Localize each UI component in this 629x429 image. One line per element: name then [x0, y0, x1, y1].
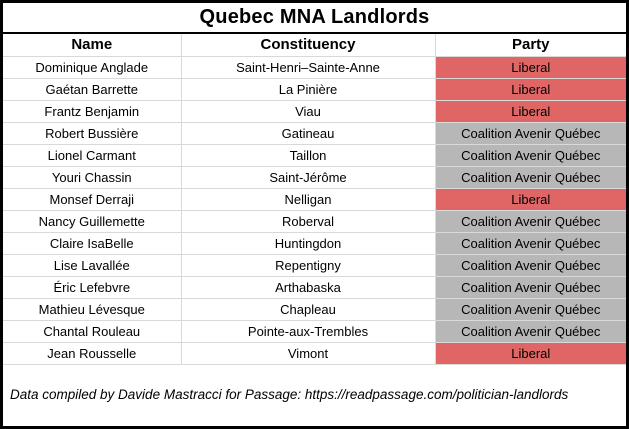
- cell-name: Monsef Derraji: [3, 187, 182, 211]
- table-row: Mathieu Lévesque Chapleau Coalition Aven…: [3, 297, 626, 321]
- table-row: Monsef Derraji Nelligan Liberal: [3, 187, 626, 211]
- column-header-constituency: Constituency: [180, 34, 436, 57]
- table-row: Lionel Carmant Taillon Coalition Avenir …: [3, 143, 626, 167]
- cell-name: Chantal Rouleau: [3, 319, 182, 343]
- cell-party: Liberal: [434, 341, 626, 365]
- cell-constituency: Pointe-aux-Trembles: [180, 319, 436, 343]
- cell-name: Gaétan Barrette: [3, 77, 182, 101]
- cell-party: Coalition Avenir Québec: [434, 231, 626, 255]
- cell-constituency: Repentigny: [180, 253, 436, 277]
- table-row: Nancy Guillemette Roberval Coalition Ave…: [3, 209, 626, 233]
- cell-constituency: Roberval: [180, 209, 436, 233]
- cell-constituency: La Pinière: [180, 77, 436, 101]
- table-row: Claire IsaBelle Huntingdon Coalition Ave…: [3, 231, 626, 255]
- cell-constituency: Nelligan: [180, 187, 436, 211]
- cell-party: Coalition Avenir Québec: [434, 297, 626, 321]
- table-row: Éric Lefebvre Arthabaska Coalition Aveni…: [3, 275, 626, 299]
- header-row: Name Constituency Party: [3, 34, 626, 57]
- cell-name: Lionel Carmant: [3, 143, 182, 167]
- cell-name: Dominique Anglade: [3, 55, 182, 79]
- cell-party: Coalition Avenir Québec: [434, 121, 626, 145]
- table-row: Chantal Rouleau Pointe-aux-Trembles Coal…: [3, 319, 626, 343]
- column-header-name: Name: [3, 34, 182, 57]
- table-row: Lise Lavallée Repentigny Coalition Aveni…: [3, 253, 626, 277]
- cell-name: Lise Lavallée: [3, 253, 182, 277]
- cell-name: Mathieu Lévesque: [3, 297, 182, 321]
- cell-name: Jean Rousselle: [3, 341, 182, 365]
- cell-party: Coalition Avenir Québec: [434, 253, 626, 277]
- cell-name: Youri Chassin: [3, 165, 182, 189]
- cell-name: Nancy Guillemette: [3, 209, 182, 233]
- cell-party: Coalition Avenir Québec: [434, 275, 626, 299]
- cell-name: Éric Lefebvre: [3, 275, 182, 299]
- cell-constituency: Vimont: [180, 341, 436, 365]
- cell-party: Liberal: [434, 187, 626, 211]
- cell-constituency: Saint-Jérôme: [180, 165, 436, 189]
- cell-constituency: Huntingdon: [180, 231, 436, 255]
- cell-party: Coalition Avenir Québec: [434, 165, 626, 189]
- cell-name: Claire IsaBelle: [3, 231, 182, 255]
- cell-name: Robert Bussière: [3, 121, 182, 145]
- table-row: Youri Chassin Saint-Jérôme Coalition Ave…: [3, 165, 626, 189]
- cell-party: Liberal: [434, 99, 626, 123]
- page-title: Quebec MNA Landlords: [3, 3, 626, 34]
- table-row: Frantz Benjamin Viau Liberal: [3, 99, 626, 123]
- cell-constituency: Gatineau: [180, 121, 436, 145]
- table-row: Jean Rousselle Vimont Liberal: [3, 341, 626, 365]
- landlords-table: Name Constituency Party Dominique Anglad…: [3, 34, 626, 365]
- cell-party: Liberal: [434, 55, 626, 79]
- cell-constituency: Saint-Henri–Sainte-Anne: [180, 55, 436, 79]
- table-row: Dominique Anglade Saint-Henri–Sainte-Ann…: [3, 55, 626, 79]
- cell-party: Coalition Avenir Québec: [434, 209, 626, 233]
- cell-party: Coalition Avenir Québec: [434, 319, 626, 343]
- cell-party: Coalition Avenir Québec: [434, 143, 626, 167]
- table-row: Robert Bussière Gatineau Coalition Aveni…: [3, 121, 626, 145]
- cell-constituency: Taillon: [180, 143, 436, 167]
- table-row: Gaétan Barrette La Pinière Liberal: [3, 77, 626, 101]
- cell-party: Liberal: [434, 77, 626, 101]
- cell-constituency: Viau: [180, 99, 436, 123]
- cell-constituency: Arthabaska: [180, 275, 436, 299]
- cell-constituency: Chapleau: [180, 297, 436, 321]
- attribution-text: Data compiled by Davide Mastracci for Pa…: [10, 386, 569, 402]
- column-header-party: Party: [434, 34, 626, 57]
- cell-name: Frantz Benjamin: [3, 99, 182, 123]
